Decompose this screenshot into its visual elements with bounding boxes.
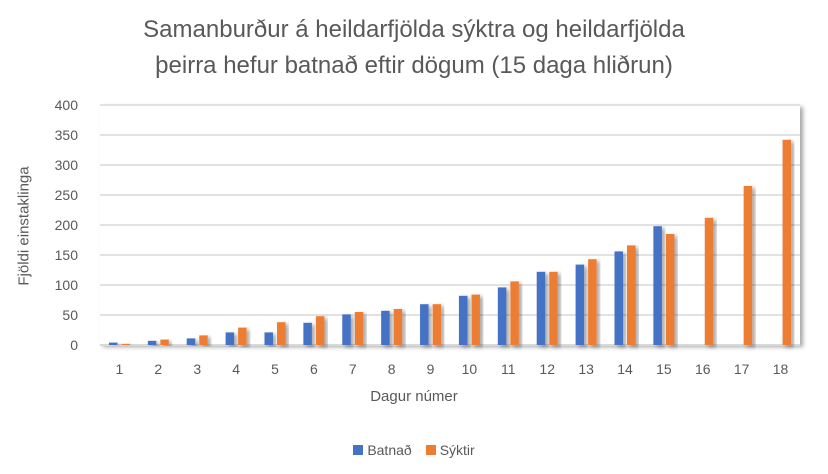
x-tick-label: 3 <box>193 361 201 377</box>
x-tick-label: 10 <box>462 361 478 377</box>
bar-Batnað <box>420 304 429 345</box>
bar-Batnað <box>186 338 196 345</box>
y-tick-label: 250 <box>55 187 79 203</box>
y-tick-label: 350 <box>55 127 79 143</box>
bar-Batnað <box>225 332 235 345</box>
bar-Batnað <box>342 314 351 345</box>
legend-swatch-orange <box>425 445 436 455</box>
x-tick-label: 15 <box>656 361 672 377</box>
x-tick-label: 6 <box>310 361 318 377</box>
y-tick-label: 300 <box>55 157 79 173</box>
bar-Sýktir <box>199 335 208 345</box>
bar-Sýktir <box>510 281 519 345</box>
y-tick-label: 150 <box>55 247 79 263</box>
bar-Batnað <box>458 295 468 345</box>
legend-item-syktir: Sýktir <box>425 442 475 458</box>
y-tick-label: 0 <box>70 337 78 353</box>
y-tick-label: 400 <box>55 97 79 113</box>
x-tick-label: 7 <box>349 361 357 377</box>
bar-Batnað <box>575 264 585 345</box>
bar-Batnað <box>303 322 312 345</box>
bar-Sýktir <box>315 316 325 345</box>
bar-Sýktir <box>471 294 480 345</box>
legend: Batnað Sýktir <box>0 442 828 458</box>
bar-Batnað <box>653 226 662 345</box>
x-tick-label: 13 <box>578 361 594 377</box>
x-tick-label: 14 <box>617 361 633 377</box>
bar-Sýktir <box>393 309 403 345</box>
x-tick-label: 18 <box>773 361 789 377</box>
x-tick-label: 16 <box>695 361 711 377</box>
bar-Sýktir <box>627 245 636 345</box>
bar-Batnað <box>614 251 623 345</box>
bar-Sýktir <box>588 259 597 345</box>
bar-Batnað <box>381 310 390 345</box>
bar-Batnað <box>497 287 507 345</box>
x-tick-label: 17 <box>734 361 750 377</box>
bar-Batnað <box>536 271 546 345</box>
x-tick-label: 1 <box>116 361 124 377</box>
y-tick-label: 200 <box>55 217 79 233</box>
bar-Sýktir <box>277 322 286 345</box>
y-tick-label: 100 <box>55 277 79 293</box>
bar-Batnað <box>108 342 118 345</box>
bar-Sýktir <box>354 312 364 345</box>
bar-Sýktir <box>665 234 675 345</box>
bar-Batnað <box>147 340 157 345</box>
x-tick-label: 5 <box>271 361 279 377</box>
chart-title: Samanburður á heildarfjölda sýktra og he… <box>0 12 828 84</box>
bar-Sýktir <box>238 327 247 345</box>
bar-Sýktir <box>160 339 169 345</box>
legend-swatch-blue <box>353 445 364 455</box>
x-tick-label: 11 <box>501 361 516 377</box>
bar-Batnað <box>264 332 273 345</box>
y-tick-label: 50 <box>62 307 78 323</box>
title-line-2: þeirra hefur batnað eftir dögum (15 daga… <box>155 52 673 79</box>
title-line-1: Samanburður á heildarfjölda sýktra og he… <box>143 16 685 43</box>
x-tick-label: 12 <box>539 361 555 377</box>
bar-Sýktir <box>704 217 714 345</box>
bar-Sýktir <box>121 343 130 345</box>
bar-Sýktir <box>743 186 753 345</box>
x-axis-label: Dagur númer <box>370 388 458 405</box>
legend-item-batnad: Batnað <box>353 442 412 458</box>
bar-Sýktir <box>782 139 792 345</box>
x-tick-label: 8 <box>388 361 396 377</box>
bar-Sýktir <box>432 304 442 345</box>
bar-Sýktir <box>549 271 558 345</box>
x-tick-label: 2 <box>154 361 162 377</box>
x-tick-label: 4 <box>232 361 240 377</box>
x-tick-label: 9 <box>427 361 435 377</box>
